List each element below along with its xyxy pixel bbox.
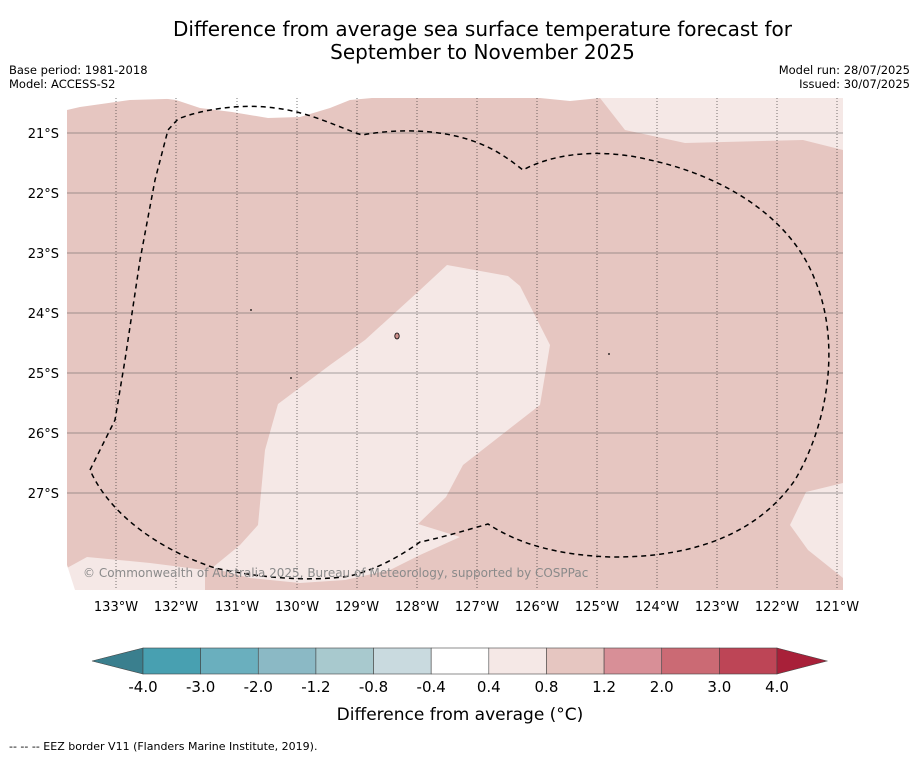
colorbar-title: Difference from average (°C): [336, 705, 584, 725]
base-period: Base period: 1981-2018: [9, 63, 148, 77]
latitude-label: 27°S: [28, 487, 59, 502]
colorbar-segment: [719, 647, 778, 675]
model-run: Model run: 28/07/2025: [778, 63, 910, 77]
island-small-3: [608, 353, 610, 355]
colorbar-segment: [315, 647, 374, 675]
meta-left: Base period: 1981-2018 Model: ACCESS-S2: [9, 63, 148, 91]
longitude-label: 132°W: [154, 600, 198, 615]
colorbar-tick-label: 0.8: [535, 678, 559, 696]
latitude-labels: 21°S 22°S 23°S 24°S 25°S 26°S 27°S: [28, 127, 59, 502]
colorbar: -4.0 -3.0 -2.0 -1.2 -0.8 -0.4 0.4 0.8 1.2 2.0 3.0 4…: [91, 647, 829, 696]
colorbar-segment: [200, 647, 259, 675]
latitude-label: 24°S: [28, 307, 59, 322]
top-edge-white-3: [540, 98, 600, 101]
latitude-label: 26°S: [28, 427, 59, 442]
longitude-label: 129°W: [335, 600, 379, 615]
colorbar-segment: [661, 647, 720, 675]
longitude-label: 124°W: [635, 600, 679, 615]
map-title: Difference from average sea surface temp…: [0, 18, 919, 64]
longitude-label: 125°W: [575, 600, 619, 615]
island-small-2: [290, 377, 292, 379]
anomaly-band-0-4-0-8-central: [212, 265, 550, 583]
colorbar-segment: [488, 647, 547, 675]
top-edge-white: [67, 98, 180, 110]
title-line-2: September to November 2025: [330, 40, 635, 64]
anomaly-band-0-4-0-8-southwest: [67, 557, 205, 590]
longitude-labels: 133°W 132°W 131°W 130°W 129°W 128°W 127°W 126°W…: [94, 600, 859, 615]
colorbar-segment: [546, 647, 605, 675]
colorbar-segment: [373, 647, 432, 675]
colorbar-tick-label: -0.4: [417, 678, 446, 696]
footer-eez-note: -- -- -- EEZ border V11 (Flanders Marine…: [9, 740, 318, 753]
colorbar-extend-high: [776, 647, 829, 675]
island-pitcairn: [394, 332, 400, 340]
map-area: [67, 98, 843, 590]
longitude-label: 130°W: [275, 600, 319, 615]
latitude-label: 21°S: [28, 127, 59, 142]
longitude-label: 122°W: [755, 600, 799, 615]
colorbar-tick-label: -1.2: [301, 678, 330, 696]
latitude-label: 22°S: [28, 187, 59, 202]
colorbar-tick-label: -3.0: [186, 678, 215, 696]
colorbar-segment: [142, 647, 201, 675]
island-small-1: [250, 309, 252, 311]
colorbar-tick-label: 3.0: [707, 678, 731, 696]
colorbar-tick-label: -2.0: [244, 678, 273, 696]
graticule: [67, 98, 843, 590]
colorbar-tick-label: 0.4: [477, 678, 501, 696]
colorbar-tick-label: -0.8: [359, 678, 388, 696]
anomaly-band-0-4-0-8-northeast: [600, 98, 843, 150]
colorbar-tick-label: 2.0: [650, 678, 674, 696]
longitude-label: 131°W: [215, 600, 259, 615]
longitude-label: 126°W: [515, 600, 559, 615]
colorbar-segment: [430, 647, 490, 675]
latitude-label: 23°S: [28, 247, 59, 262]
anomaly-band-0-4-0-8-southeast: [790, 483, 843, 578]
longitude-label: 133°W: [94, 600, 138, 615]
colorbar-extend-low: [91, 647, 144, 675]
colorbar-tick-label: 1.2: [592, 678, 616, 696]
meta-right: Model run: 28/07/2025 Issued: 30/07/2025: [779, 63, 910, 91]
colorbar-tick-label: -4.0: [128, 678, 157, 696]
issued-date: Issued: 30/07/2025: [799, 77, 910, 91]
latitude-label: 25°S: [28, 367, 59, 382]
longitude-label: 123°W: [695, 600, 739, 615]
longitude-label: 127°W: [455, 600, 499, 615]
top-edge-white-2: [160, 98, 372, 118]
colorbar-tick-label: 4.0: [765, 678, 789, 696]
left-edge-white: [67, 565, 75, 590]
copyright-notice: © Commonwealth of Australia 2025, Bureau…: [83, 566, 588, 580]
longitude-label: 121°W: [815, 600, 859, 615]
colorbar-segment: [257, 647, 317, 675]
longitude-label: 128°W: [395, 600, 439, 615]
colorbar-segment: [603, 647, 663, 675]
eez-border: [89, 105, 830, 580]
title-line-1: Difference from average sea surface temp…: [172, 17, 792, 41]
model-name: Model: ACCESS-S2: [9, 77, 116, 91]
